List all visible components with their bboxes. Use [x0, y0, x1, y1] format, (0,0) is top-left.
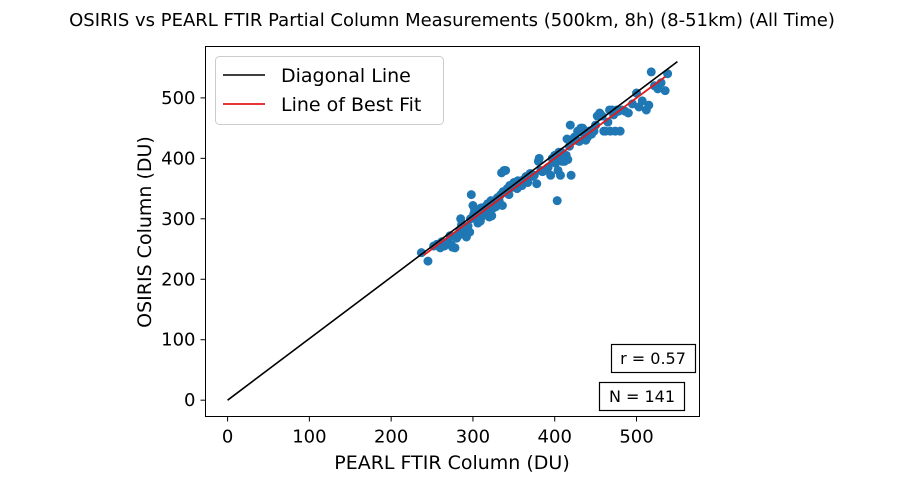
- scatter-point: [552, 196, 562, 206]
- scatter-point: [450, 243, 460, 253]
- scatter-point: [597, 111, 607, 121]
- scatter-point: [615, 126, 625, 136]
- scatter-point: [566, 170, 576, 180]
- x-tick-label: 400: [538, 427, 572, 448]
- scatter-point: [565, 120, 575, 130]
- r-value-text: r = 0.57: [620, 349, 686, 368]
- scatter-point: [465, 227, 475, 237]
- scatter-point: [563, 155, 573, 165]
- scatter-point: [487, 211, 497, 221]
- y-tick-label: 500: [161, 88, 195, 109]
- y-tick-label: 400: [161, 148, 195, 169]
- x-tick-label: 0: [222, 427, 233, 448]
- x-tick-label: 500: [619, 427, 653, 448]
- scatter-point: [546, 170, 556, 180]
- scatter-point: [646, 67, 656, 77]
- legend: Diagonal Line Line of Best Fit: [215, 56, 444, 125]
- r-annotation: r = 0.57: [610, 343, 697, 374]
- r-annotation-box: [610, 343, 697, 374]
- n-annotation-box: [598, 381, 686, 412]
- scatter-point: [529, 170, 539, 180]
- scatter-point: [534, 153, 544, 163]
- x-tick-label: 200: [374, 427, 408, 448]
- best-fit-line: [423, 76, 666, 256]
- x-axis-ticks: 0 100 200 300 400 500: [222, 416, 654, 448]
- y-axis-label: OSIRIS Column (DU): [134, 136, 156, 328]
- y-axis-ticks: 0 100 200 300 400 500: [161, 88, 206, 411]
- legend-box: [215, 56, 444, 125]
- scatter-point: [660, 86, 670, 96]
- y-tick-label: 300: [161, 209, 195, 230]
- x-tick-label: 300: [456, 427, 490, 448]
- scatter-point: [644, 100, 654, 110]
- y-tick-label: 200: [161, 269, 195, 290]
- legend-label-fit: Line of Best Fit: [281, 94, 421, 116]
- n-value-text: N = 141: [609, 387, 675, 406]
- scatter-point: [637, 96, 647, 106]
- scatter-point: [423, 256, 433, 266]
- scatter-point: [497, 201, 507, 211]
- scatter-point: [501, 165, 511, 175]
- x-axis-label: PEARL FTIR Column (DU): [334, 452, 570, 474]
- scatter-point: [416, 248, 426, 258]
- chart-title: OSIRIS vs PEARL FTIR Partial Column Meas…: [69, 10, 835, 31]
- scatter-point: [555, 170, 565, 180]
- n-annotation: N = 141: [598, 381, 686, 412]
- scatter-point: [466, 190, 476, 200]
- x-tick-label: 100: [292, 427, 326, 448]
- y-tick-label: 100: [161, 330, 195, 351]
- diagonal-line: [227, 60, 678, 401]
- scatter-point: [532, 179, 542, 189]
- y-tick-label: 0: [184, 390, 195, 411]
- legend-label-diagonal: Diagonal Line: [281, 65, 411, 87]
- scatter-point: [504, 190, 514, 200]
- scatter-point: [623, 108, 633, 118]
